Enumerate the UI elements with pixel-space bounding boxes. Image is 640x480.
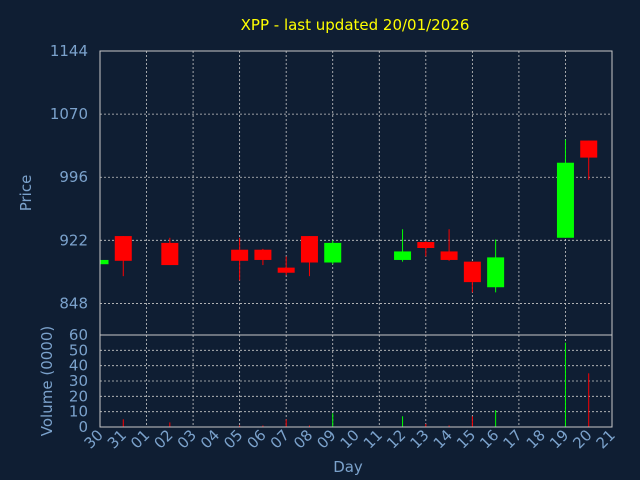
volume-tick-label: 20 <box>69 387 88 405</box>
price-tick-label: 922 <box>59 231 88 249</box>
price-tick-label: 848 <box>59 294 88 312</box>
price-panel-frame <box>99 50 613 336</box>
volume-tick-label: 60 <box>69 326 88 344</box>
candle-body <box>394 251 412 260</box>
price-grid <box>100 50 612 335</box>
candle-body <box>254 249 272 260</box>
x-tick-labels: 3031010203040506070809101112131415161718… <box>81 426 619 452</box>
volume-panel-frame <box>99 334 613 428</box>
candle-body <box>161 242 179 266</box>
volume-axis-label: Volume (0000) <box>38 326 56 436</box>
candle-body <box>114 236 132 261</box>
volume-tick-label: 0 <box>78 418 88 436</box>
candle-body <box>324 242 342 263</box>
price-tick-label: 1070 <box>50 105 88 123</box>
price-y-tick-labels: 1144 1070 996 922 848 <box>50 42 88 312</box>
volume-bars <box>99 342 590 427</box>
price-tick-label: 1144 <box>50 42 88 60</box>
price-candles <box>99 139 598 293</box>
candle-body <box>277 267 295 273</box>
candle-body <box>300 236 318 263</box>
price-tick-label: 996 <box>59 168 88 186</box>
volume-tick-label: 10 <box>69 403 88 421</box>
candle-body <box>487 257 505 288</box>
candle-body <box>440 251 458 260</box>
candle-body <box>580 140 598 158</box>
volume-grid <box>100 334 612 428</box>
candle-body <box>100 259 109 265</box>
candle-body <box>231 249 249 261</box>
price-axis-label: Price <box>17 175 35 212</box>
volume-tick-label: 30 <box>69 372 88 390</box>
candle-body <box>417 242 435 249</box>
candle-body <box>463 261 481 283</box>
volume-tick-label: 50 <box>69 341 88 359</box>
candle-body <box>556 162 574 238</box>
chart-title: XPP - last updated 20/01/2026 <box>241 16 470 34</box>
x-axis-label: Day <box>333 458 363 476</box>
volume-tick-label: 40 <box>69 357 88 375</box>
x-tick-label: 21 <box>593 426 619 452</box>
